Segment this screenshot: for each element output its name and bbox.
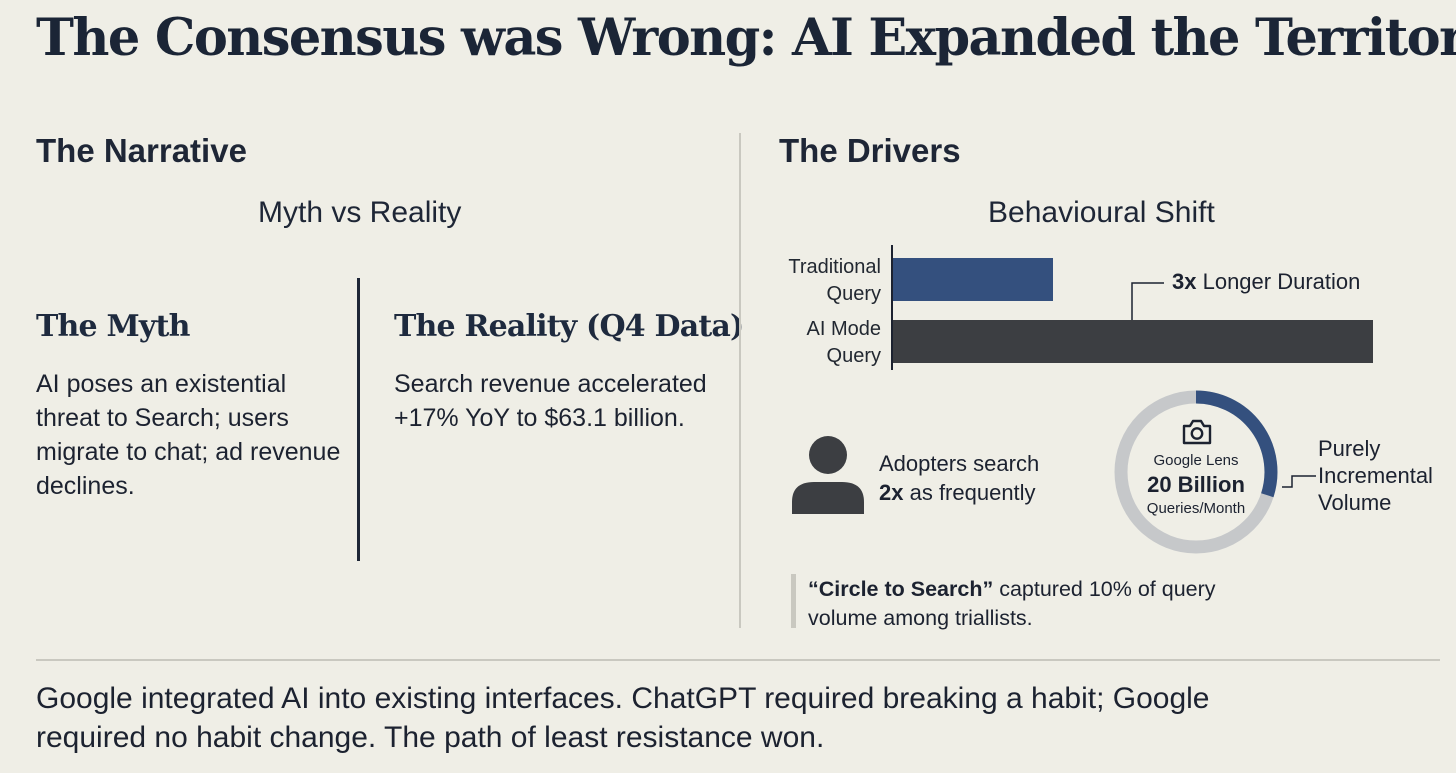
ai-mode-query-label: AI Mode Query (806, 318, 881, 367)
lens-value: 20 Billion (1147, 472, 1245, 497)
narrative-heading: The Narrative (36, 132, 247, 169)
myth-vs-reality-subheading: Myth vs Reality (258, 196, 462, 229)
adopters-text: Adopters search 2x as frequently (879, 451, 1040, 505)
traditional-query-bar (893, 258, 1053, 301)
drivers-heading: The Drivers (779, 132, 961, 169)
behavioural-shift-subheading: Behavioural Shift (988, 196, 1215, 229)
myth-heading: The Myth (36, 309, 190, 344)
lens-unit: Queries/Month (1146, 500, 1246, 517)
camera-icon (1182, 419, 1212, 445)
page-title: The Consensus was Wrong: AI Expanded the… (36, 8, 1456, 68)
callout-connector (1131, 282, 1164, 320)
lens-donut (1114, 390, 1278, 554)
quote-bar (791, 574, 796, 628)
reality-heading: The Reality (Q4 Data) (394, 309, 744, 344)
footer-divider (36, 659, 1440, 661)
footer-text: Google integrated AI into existing inter… (36, 682, 1210, 754)
myth-reality-divider (357, 278, 360, 561)
column-divider (739, 133, 741, 628)
traditional-query-label: Traditional Query (788, 256, 881, 305)
longer-duration-callout: 3x Longer Duration (1172, 269, 1361, 294)
ai-mode-query-bar (893, 320, 1373, 363)
lens-name: Google Lens (1153, 452, 1239, 469)
myth-text: AI poses an existential threat to Search… (36, 370, 341, 500)
user-icon (792, 436, 864, 514)
circle-to-search-text: “Circle to Search” captured 10% of query… (808, 577, 1216, 630)
reality-text: Search revenue accelerated +17% YoY to $… (394, 370, 707, 432)
bar-chart-axis (891, 245, 893, 370)
lens-metric: Google Lens 20 Billion Queries/Month (1131, 451, 1261, 519)
incremental-volume-label: Purely Incremental Volume (1318, 436, 1433, 515)
lens-callout-connector (1282, 475, 1316, 488)
